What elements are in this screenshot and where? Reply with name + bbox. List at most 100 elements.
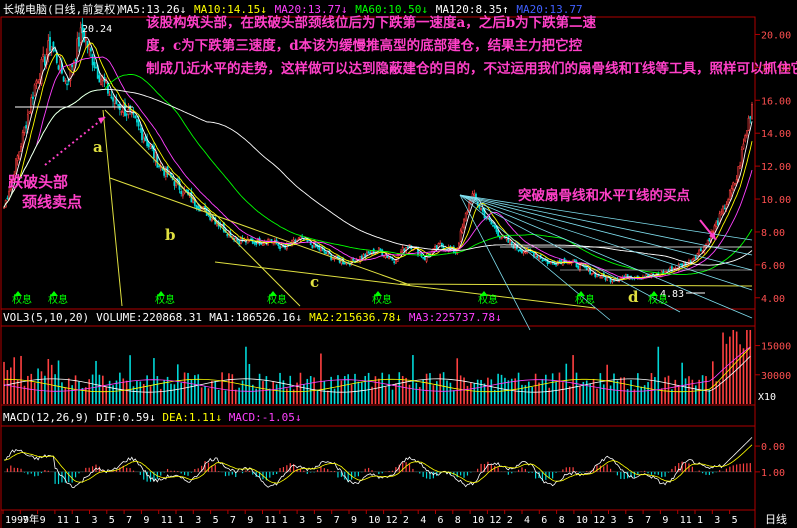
candle-body: [693, 258, 695, 260]
low-price-label: 4.83: [660, 289, 684, 300]
volume-bar: [303, 384, 305, 404]
volume-bar: [119, 372, 121, 404]
volume-bar: [320, 353, 322, 404]
volume-bar: [27, 375, 29, 404]
volume-bar: [40, 371, 43, 404]
quan-xi-marker: [14, 291, 22, 296]
volume-bar: [715, 381, 718, 404]
volume-tick-label: 15000: [761, 342, 791, 353]
volume-bar: [44, 375, 46, 404]
price-tick-label: 8.00: [761, 228, 785, 239]
candle-body: [209, 214, 212, 220]
time-tick-label: 1: [178, 515, 184, 526]
time-tick-label: 5: [213, 515, 219, 526]
speed-letter-d: d: [628, 288, 639, 306]
volume-bar: [153, 358, 155, 404]
candle-body: [84, 38, 87, 41]
volume-bar: [350, 384, 353, 404]
volume-bar: [57, 360, 60, 404]
candle-body: [536, 255, 539, 259]
technical-overlays: [15, 106, 753, 331]
time-tick-label: 11: [57, 515, 69, 526]
candle-body: [682, 262, 685, 267]
volume-bar: [95, 360, 97, 404]
quan-xi-label: 权息: [12, 293, 32, 306]
volume-bar: [657, 346, 660, 404]
fan-line-1: [459, 194, 531, 331]
time-tick-label: 9: [662, 515, 668, 526]
volume-bar: [309, 376, 312, 404]
dea-line: [3, 444, 753, 484]
volume-bar: [248, 363, 251, 404]
candle-body: [23, 126, 26, 133]
candle-body: [115, 99, 118, 105]
candle-body: [112, 97, 114, 102]
volume-bar: [476, 379, 479, 404]
candle-body: [500, 237, 503, 240]
candle-body: [153, 145, 155, 159]
volume-bar: [381, 372, 384, 404]
volume-bar: [282, 380, 285, 404]
volume-bar: [197, 374, 200, 404]
candle-body: [722, 206, 724, 215]
volume-bar: [456, 358, 459, 404]
time-tick-label: 11: [161, 515, 173, 526]
quan-xi-marker: [157, 291, 165, 296]
candle-body: [57, 65, 60, 70]
volume-bar: [343, 376, 346, 404]
time-tick-label: 1: [74, 515, 80, 526]
volume-bar: [671, 389, 673, 404]
volume-bar: [3, 361, 5, 404]
candle-body: [136, 119, 138, 123]
candle-body: [599, 276, 602, 279]
candle-body: [728, 190, 731, 200]
volume-bar: [166, 376, 169, 404]
volume-bar: [575, 372, 578, 404]
candle-body: [611, 280, 614, 283]
candle-body: [461, 226, 464, 233]
volume-bar: [497, 373, 499, 404]
volume-bar: [296, 382, 298, 404]
candle-body: [173, 181, 176, 186]
volume-bar: [251, 384, 254, 404]
volume-bar: [149, 386, 152, 404]
macd-legend-label: MACD:-1.05↓: [229, 411, 302, 424]
time-tick-label: 1999年: [5, 513, 39, 526]
volume-bar: [384, 386, 387, 404]
volume-bar: [64, 387, 67, 404]
time-tick-label: 4: [524, 515, 530, 526]
volume-bar: [470, 382, 472, 404]
candle-body: [141, 127, 143, 141]
candle-body: [359, 256, 362, 262]
volume-bar: [531, 387, 534, 404]
candle-body: [76, 38, 79, 59]
horizontal-yellow-line: [399, 283, 753, 287]
volume-bar: [422, 379, 424, 404]
volume-bar: [245, 346, 247, 404]
volume-bar: [425, 373, 428, 404]
candle-body: [16, 155, 19, 161]
candle-body: [71, 64, 74, 68]
candle-body: [740, 149, 743, 168]
candle-body: [125, 113, 128, 116]
volume-bar: [449, 382, 452, 404]
candle-body: [717, 220, 719, 225]
volume-bar: [16, 379, 19, 404]
volume-bar: [6, 370, 9, 404]
price-tick-label: 18.00: [761, 63, 791, 74]
stock-name: 长城电脑(日线,前复权): [3, 2, 122, 16]
volume-legend-label: VOLUME:220868.31: [96, 311, 202, 324]
volume-bar: [521, 384, 523, 404]
candle-body: [619, 277, 622, 280]
volume-bar: [156, 376, 159, 404]
volume-tick-label: 30000: [761, 371, 791, 382]
pointer-arrowhead: [98, 117, 105, 124]
candle-body: [297, 237, 300, 240]
candle-body: [671, 266, 673, 272]
candle-body: [715, 221, 718, 227]
quan-xi-label: 权息: [575, 293, 595, 306]
candle-body: [720, 211, 723, 214]
volume-bar: [255, 388, 257, 404]
speed-letter-c: c: [310, 273, 319, 291]
